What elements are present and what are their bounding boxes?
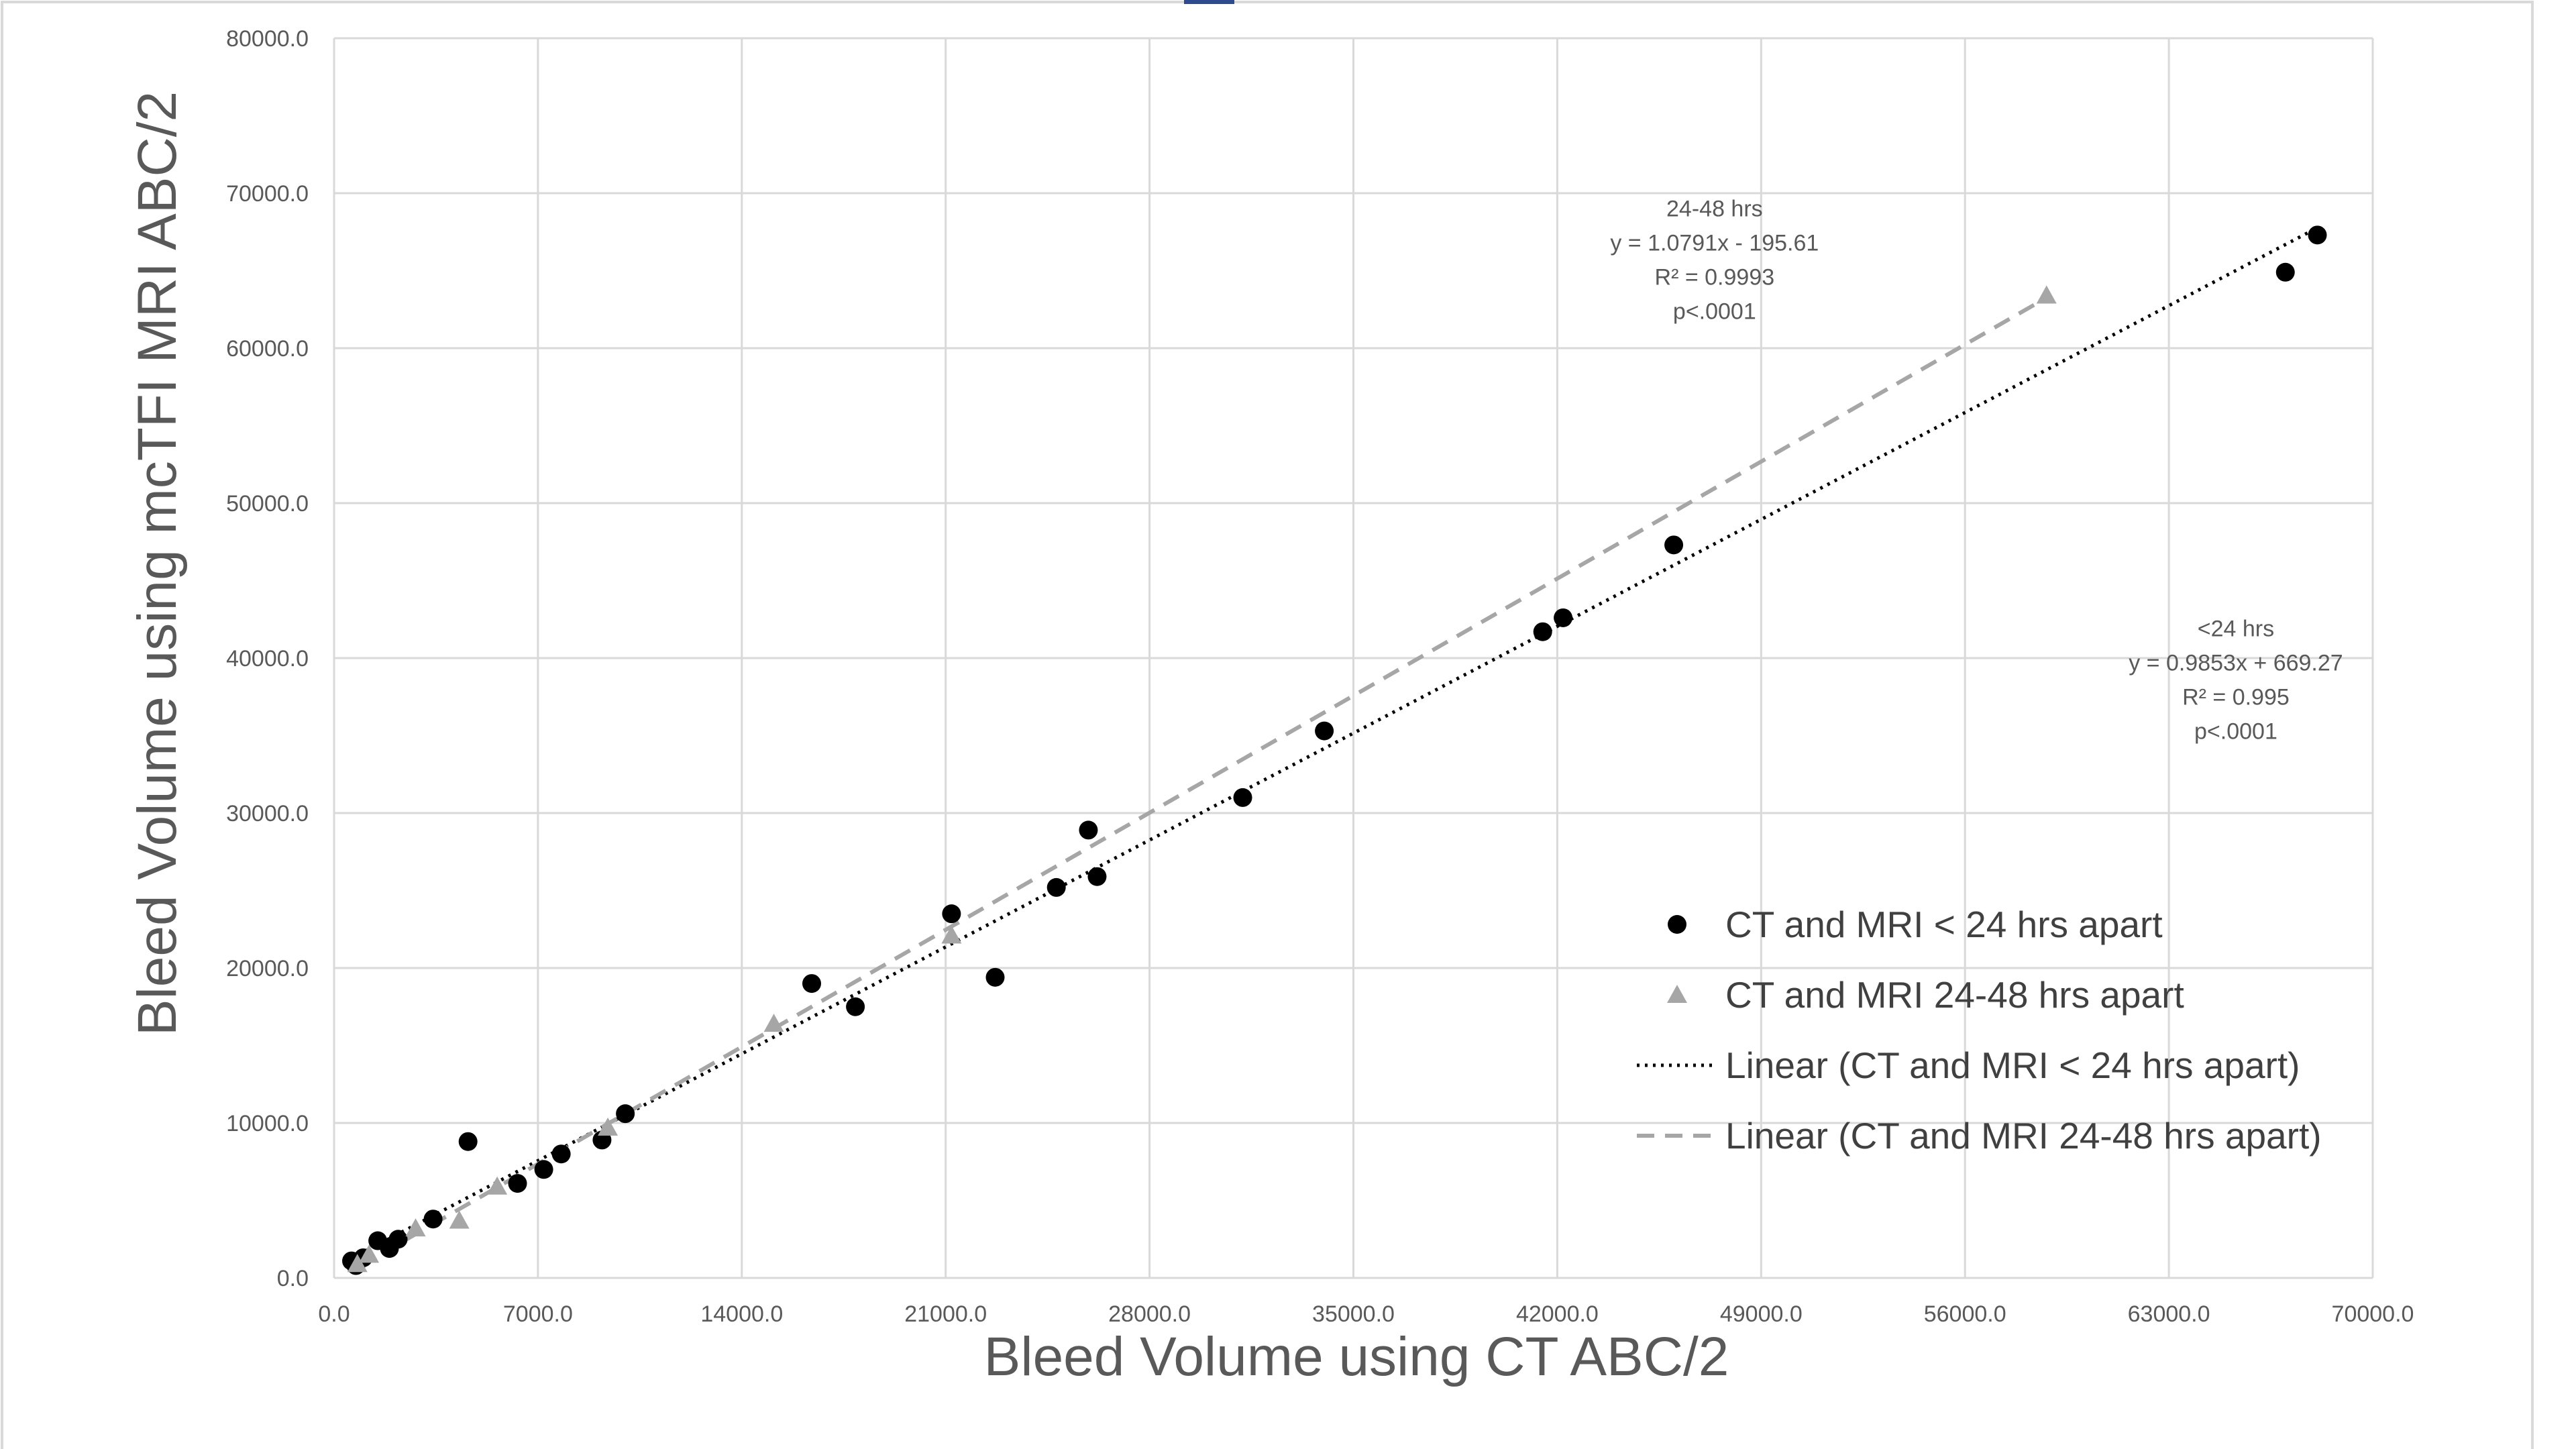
y-tick-label: 0.0 <box>277 1266 309 1291</box>
point-lt24 <box>508 1174 527 1193</box>
trendlines <box>350 226 2318 1270</box>
y-tick-label: 40000.0 <box>226 646 309 672</box>
annot-lt24-line-3: p<.0001 <box>2194 719 2277 745</box>
legend-label: CT and MRI 24-48 hrs apart <box>1725 974 2184 1016</box>
x-tick-label: 35000.0 <box>1312 1301 1395 1327</box>
y-tick-label: 20000.0 <box>226 956 309 981</box>
point-lt24 <box>1554 608 1573 627</box>
point-24-48 <box>2036 285 2057 304</box>
x-tick-label: 21000.0 <box>904 1301 987 1327</box>
point-24-48 <box>405 1218 426 1237</box>
point-lt24 <box>2308 225 2327 245</box>
x-tick-label: 28000.0 <box>1108 1301 1191 1327</box>
y-tick-label: 60000.0 <box>226 336 309 362</box>
point-24-48 <box>347 1254 368 1273</box>
point-lt24 <box>551 1144 571 1164</box>
point-lt24 <box>846 997 865 1016</box>
y-tick-label: 10000.0 <box>226 1111 309 1136</box>
y-tick-label: 30000.0 <box>226 801 309 826</box>
point-lt24 <box>802 974 821 994</box>
point-lt24 <box>616 1104 635 1124</box>
point-lt24 <box>1079 820 1098 840</box>
x-tick-label: 63000.0 <box>2128 1301 2210 1327</box>
trendline-annotations: 24-48 hrs y = 1.0791x - 195.61 R² = 0.9993… <box>1610 197 2343 745</box>
point-24-48 <box>598 1117 619 1136</box>
annot-24-48-line-0: 24-48 hrs <box>1666 197 1763 222</box>
point-lt24 <box>1233 788 1252 807</box>
legend: CT and MRI < 24 hrs apart CT and MRI 24-4… <box>1637 904 2322 1157</box>
point-lt24 <box>1533 622 1552 641</box>
legend-label: Linear (CT and MRI 24-48 hrs apart) <box>1725 1115 2322 1157</box>
y-axis-tick-labels: 0.0 10000.0 20000.0 30000.0 40000.0 50000.0 60… <box>226 26 309 1291</box>
annot-lt24-line-0: <24 hrs <box>2198 616 2274 642</box>
point-lt24 <box>1087 867 1107 886</box>
x-tick-label: 56000.0 <box>1924 1301 2006 1327</box>
x-tick-label: 7000.0 <box>503 1301 573 1327</box>
legend-label: Linear (CT and MRI < 24 hrs apart) <box>1725 1044 2300 1086</box>
annot-lt24-line-1: y = 0.9853x + 669.27 <box>2129 651 2343 676</box>
point-lt24 <box>388 1230 408 1249</box>
x-axis-tick-labels: 0.0 7000.0 14000.0 21000.0 28000.0 35000.0 420… <box>318 1301 2414 1327</box>
y-tick-label: 50000.0 <box>226 491 309 517</box>
x-tick-label: 49000.0 <box>1720 1301 1803 1327</box>
point-lt24 <box>1046 877 1066 897</box>
legend-label: CT and MRI < 24 hrs apart <box>1725 904 2163 945</box>
point-lt24 <box>2275 262 2295 282</box>
annot-lt24-line-2: R² = 0.995 <box>2182 685 2290 710</box>
top-accent-mark <box>1184 0 1234 4</box>
point-lt24 <box>985 967 1005 987</box>
annot-24-48-line-1: y = 1.0791x - 195.61 <box>1610 231 1819 256</box>
gridlines <box>333 37 2374 1279</box>
point-lt24 <box>534 1160 553 1179</box>
point-24-48 <box>449 1210 470 1229</box>
legend-marker-circle <box>1668 915 1686 934</box>
trendline-24-48 <box>356 296 2048 1270</box>
point-lt24 <box>458 1132 478 1151</box>
point-lt24 <box>1664 535 1684 555</box>
point-lt24 <box>423 1210 443 1229</box>
x-axis-title: Bleed Volume using CT ABC/2 <box>984 1326 1729 1387</box>
x-tick-label: 70000.0 <box>2332 1301 2414 1327</box>
data-points <box>342 225 2327 1275</box>
point-lt24 <box>1315 721 1334 741</box>
point-lt24 <box>942 904 961 924</box>
point-24-48 <box>359 1244 380 1263</box>
y-tick-label: 70000.0 <box>226 181 309 207</box>
annot-24-48-line-2: R² = 0.9993 <box>1655 265 1775 290</box>
legend-marker-triangle <box>1667 985 1687 1003</box>
x-tick-label: 14000.0 <box>700 1301 783 1327</box>
point-24-48 <box>763 1014 784 1032</box>
x-tick-label: 0.0 <box>318 1301 350 1327</box>
point-24-48 <box>941 925 962 944</box>
y-tick-label: 80000.0 <box>226 26 309 52</box>
annot-24-48-line-3: p<.0001 <box>1673 299 1756 325</box>
y-axis-title: Bleed Volume using mcTFI MRI ABC/2 <box>127 91 188 1036</box>
x-tick-label: 42000.0 <box>1516 1301 1599 1327</box>
point-24-48 <box>487 1176 508 1195</box>
